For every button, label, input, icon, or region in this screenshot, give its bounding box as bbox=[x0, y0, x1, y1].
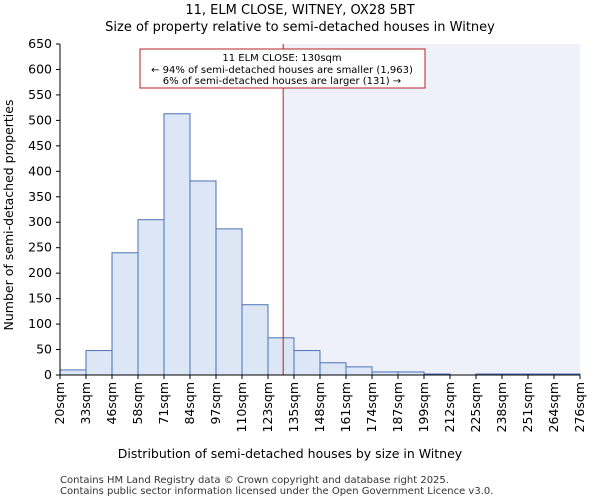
x-tick-label: 187sqm bbox=[390, 382, 405, 432]
y-tick-label: 600 bbox=[28, 61, 52, 76]
x-tick-label: 20sqm bbox=[52, 382, 67, 425]
bar-71sqm bbox=[163, 113, 191, 376]
x-tick-label: 199sqm bbox=[416, 382, 431, 432]
y-ticks: 0 50 100 150 200 250 300 350 400 450 500 550 600 650 bbox=[28, 36, 60, 382]
y-tick-label: 450 bbox=[28, 138, 52, 153]
bar-110sqm bbox=[241, 304, 269, 376]
x-tick-label: 212sqm bbox=[442, 382, 457, 432]
bar-123sqm bbox=[267, 337, 295, 376]
y-tick-label: 150 bbox=[28, 291, 52, 306]
x-tick-label: 135sqm bbox=[286, 382, 301, 432]
x-tick-label: 238sqm bbox=[494, 382, 509, 432]
bar-84sqm bbox=[189, 180, 217, 376]
y-tick-label: 50 bbox=[36, 342, 52, 357]
footer-line-2: Contains public sector information licen… bbox=[60, 486, 493, 497]
bar-135sqm bbox=[293, 350, 321, 376]
bar-97sqm bbox=[215, 228, 243, 376]
x-tick-label: 161sqm bbox=[338, 382, 353, 432]
y-tick-label: 500 bbox=[28, 112, 52, 127]
x-tick-label: 225sqm bbox=[468, 382, 483, 432]
x-tick-label: 33sqm bbox=[78, 382, 93, 425]
chart-title: 11, ELM CLOSE, WITNEY, OX28 5BT bbox=[185, 3, 414, 18]
y-tick-label: 300 bbox=[28, 214, 52, 229]
bar-33sqm bbox=[85, 350, 113, 376]
y-tick-label: 100 bbox=[28, 316, 52, 331]
y-tick-label: 650 bbox=[28, 36, 52, 51]
x-tick-label: 110sqm bbox=[234, 382, 249, 432]
x-axis-label: Distribution of semi-detached houses by … bbox=[118, 446, 463, 461]
annotation-title: 11 ELM CLOSE: 130sqm bbox=[222, 53, 341, 64]
x-tick-label: 148sqm bbox=[312, 382, 327, 432]
y-tick-label: 350 bbox=[28, 189, 52, 204]
x-tick-label: 46sqm bbox=[104, 382, 119, 425]
x-ticks: 20sqm 33sqm 46sqm 58sqm 71sqm 84sqm 97sqm 110sq… bbox=[52, 375, 587, 432]
x-tick-label: 71sqm bbox=[156, 382, 171, 425]
bar-148sqm bbox=[319, 362, 347, 376]
x-tick-label: 264sqm bbox=[546, 382, 561, 432]
larger-region-shade bbox=[283, 44, 580, 375]
bar-58sqm bbox=[137, 219, 165, 376]
annotation-smaller: ← 94% of semi-detached houses are smalle… bbox=[151, 65, 413, 76]
y-tick-label: 550 bbox=[28, 87, 52, 102]
x-tick-label: 97sqm bbox=[208, 382, 223, 425]
footer-line-1: Contains HM Land Registry data © Crown c… bbox=[60, 475, 449, 486]
y-axis-label: Number of semi-detached properties bbox=[1, 100, 16, 331]
annotation-box bbox=[139, 48, 426, 89]
x-tick-label: 58sqm bbox=[130, 382, 145, 425]
x-tick-label: 84sqm bbox=[182, 382, 197, 425]
bar-46sqm bbox=[111, 252, 139, 376]
x-tick-label: 276sqm bbox=[572, 382, 587, 432]
annotation-larger: 6% of semi-detached houses are larger (1… bbox=[163, 76, 401, 87]
x-tick-label: 251sqm bbox=[520, 382, 535, 432]
x-tick-label: 123sqm bbox=[260, 382, 275, 432]
y-tick-label: 400 bbox=[28, 163, 52, 178]
y-tick-label: 0 bbox=[44, 367, 52, 382]
bars-group bbox=[59, 113, 581, 376]
chart-subtitle: Size of property relative to semi-detach… bbox=[105, 20, 495, 35]
x-tick-label: 174sqm bbox=[364, 382, 379, 432]
bar-161sqm bbox=[345, 366, 373, 376]
bar-20sqm bbox=[59, 369, 87, 376]
y-tick-label: 250 bbox=[28, 240, 52, 255]
y-tick-label: 200 bbox=[28, 265, 52, 280]
